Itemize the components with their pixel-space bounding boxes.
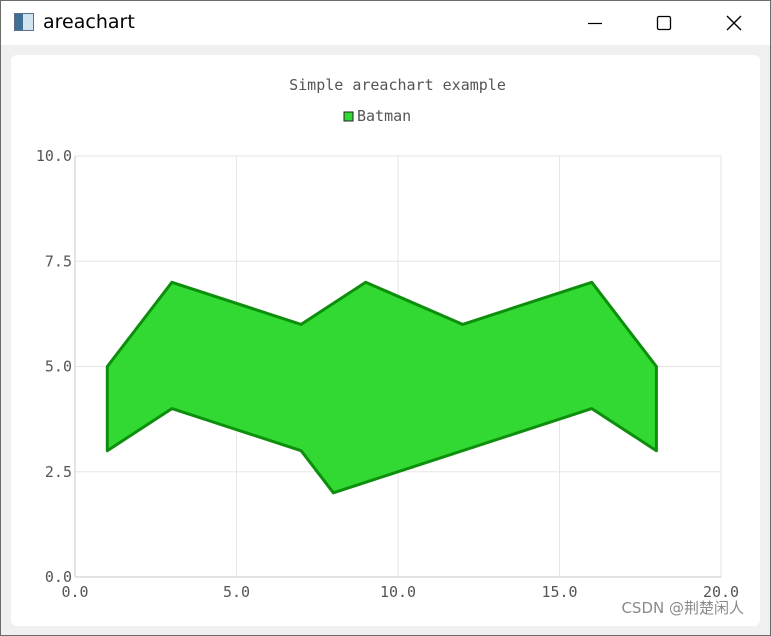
legend-marker-batman [343, 111, 354, 122]
close-button[interactable] [711, 1, 757, 45]
area-series-batman [105, 280, 658, 495]
y-tick-label: 10.0 [36, 147, 72, 165]
minimize-button[interactable] [572, 1, 618, 45]
y-tick-label: 7.5 [45, 252, 72, 270]
x-tick-label: 0.0 [61, 583, 88, 601]
x-tick-label: 5.0 [223, 583, 250, 601]
title-bar[interactable]: areachart [1, 1, 770, 45]
y-tick-label: 5.0 [45, 358, 72, 376]
y-tick-label: 0.0 [45, 568, 72, 586]
legend-label-batman: Batman [357, 107, 411, 125]
maximize-icon [656, 15, 672, 31]
chart-view: Simple areachart example Batman 0.0 5.0 10.0… [11, 55, 760, 626]
close-icon [726, 15, 742, 31]
app-window-icon [14, 13, 34, 31]
x-tick-label: 10.0 [380, 583, 416, 601]
minimize-icon [588, 22, 602, 25]
maximize-button[interactable] [641, 1, 687, 45]
x-tick-label: 15.0 [541, 583, 577, 601]
watermark: CSDN @荆楚闲人 [621, 599, 744, 617]
chart-title: Simple areachart example [289, 76, 506, 94]
area-chart: Simple areachart example Batman 0.0 5.0 10.0… [36, 76, 739, 601]
y-tick-label: 2.5 [45, 463, 72, 481]
x-tick-label: 20.0 [703, 583, 739, 601]
window-title: areachart [43, 11, 135, 33]
